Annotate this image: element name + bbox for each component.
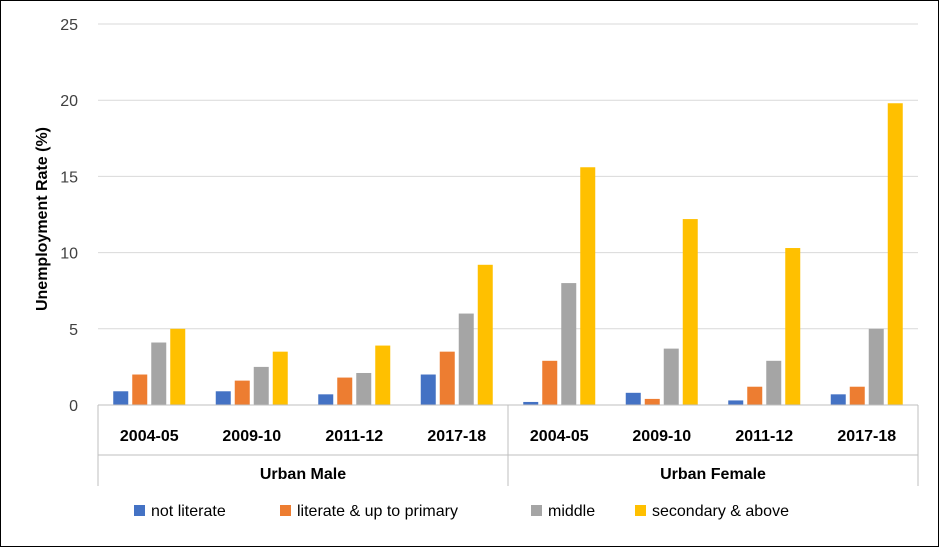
legend-swatch bbox=[134, 505, 145, 516]
bar bbox=[728, 400, 744, 405]
bars bbox=[113, 103, 903, 406]
legend-label: literate & up to primary bbox=[297, 503, 458, 520]
group-label: Urban Male bbox=[260, 466, 346, 483]
bar bbox=[542, 360, 558, 405]
bar bbox=[747, 386, 763, 405]
y-tick-label: 20 bbox=[60, 93, 78, 110]
legend-label: secondary & above bbox=[652, 503, 789, 520]
y-tick-labels: 0 5 10 15 20 25 bbox=[60, 17, 78, 415]
y-tick-label: 15 bbox=[60, 169, 78, 186]
bar bbox=[234, 380, 250, 405]
bar bbox=[318, 394, 334, 405]
bar bbox=[337, 377, 353, 405]
category-label: 2011-12 bbox=[325, 428, 383, 445]
bar bbox=[849, 386, 865, 405]
bar bbox=[113, 391, 129, 405]
bar bbox=[458, 313, 474, 405]
bar bbox=[830, 394, 846, 405]
bar bbox=[215, 391, 231, 405]
legend-swatch bbox=[531, 505, 542, 516]
bar bbox=[580, 167, 596, 405]
category-label: 2011-12 bbox=[735, 428, 793, 445]
y-tick-label: 10 bbox=[60, 246, 78, 263]
axes bbox=[97, 404, 919, 486]
bar bbox=[682, 219, 698, 405]
bar bbox=[132, 374, 148, 405]
bar bbox=[644, 398, 660, 405]
bar bbox=[523, 401, 539, 405]
bar bbox=[766, 360, 782, 405]
category-label: 2017-18 bbox=[837, 428, 896, 445]
bar bbox=[785, 248, 801, 405]
group-label: Urban Female bbox=[660, 466, 766, 483]
category-label: 2004-05 bbox=[530, 428, 589, 445]
bar bbox=[439, 351, 455, 405]
bar bbox=[375, 345, 391, 405]
bar bbox=[477, 264, 493, 405]
y-tick-label: 5 bbox=[69, 322, 78, 339]
y-tick-label: 0 bbox=[69, 398, 78, 415]
legend-swatch bbox=[280, 505, 291, 516]
bar bbox=[887, 103, 903, 406]
bar bbox=[272, 351, 288, 405]
bar bbox=[420, 374, 436, 405]
y-tick-label: 25 bbox=[60, 17, 78, 34]
legend-label: middle bbox=[548, 503, 595, 520]
bar bbox=[868, 328, 884, 405]
bar bbox=[625, 392, 641, 405]
category-label: 2004-05 bbox=[120, 428, 179, 445]
bar bbox=[663, 348, 679, 405]
legend-swatch bbox=[635, 505, 646, 516]
category-labels: 2004-05 2009-10 2011-12 2017-18 2004-05 2009-… bbox=[120, 428, 896, 483]
bar bbox=[151, 342, 167, 405]
legend-label: not literate bbox=[151, 503, 226, 520]
category-label: 2009-10 bbox=[222, 428, 281, 445]
bar bbox=[561, 283, 577, 405]
category-label: 2009-10 bbox=[632, 428, 691, 445]
legend: not literate literate & up to primary midd… bbox=[134, 503, 789, 520]
bar bbox=[253, 366, 269, 405]
bar bbox=[356, 372, 372, 405]
y-axis-title: Unemployment Rate (%) bbox=[34, 127, 51, 311]
category-label: 2017-18 bbox=[427, 428, 486, 445]
gridlines bbox=[98, 23, 918, 330]
bar bbox=[170, 328, 186, 405]
